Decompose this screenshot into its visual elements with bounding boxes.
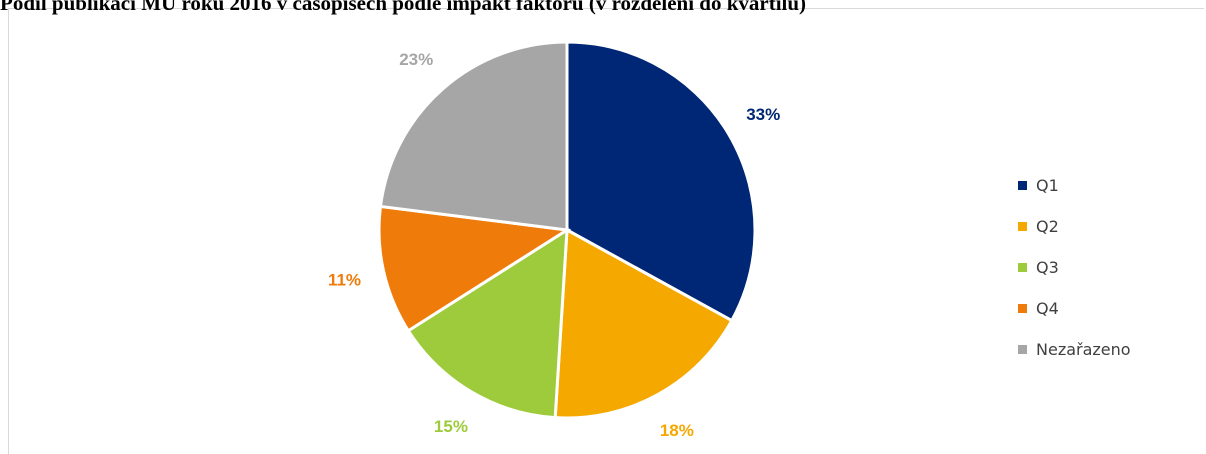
legend-swatch-q4 <box>1018 304 1027 313</box>
legend-label-q2: Q2 <box>1036 217 1059 236</box>
data-label-q1: 33% <box>746 105 780 124</box>
legend-swatch-q2 <box>1018 222 1027 231</box>
chart-title: Podíl publikací MU roku 2016 v časopisec… <box>0 0 807 15</box>
data-label-q4: 11% <box>328 271 361 290</box>
legend-label-q4: Q4 <box>1036 299 1059 318</box>
pie-slice-nezařazeno <box>378 40 569 232</box>
legend-label-q3: Q3 <box>1036 258 1059 277</box>
data-label-nezařazeno: 23% <box>399 50 433 69</box>
legend-swatch-q1 <box>1018 181 1027 190</box>
pie-slice-q3 <box>406 227 569 420</box>
legend-label-q1: Q1 <box>1036 176 1059 195</box>
chart-frame <box>8 8 1204 454</box>
pie-slice-q4 <box>377 204 572 333</box>
data-label-q3: 15% <box>434 417 468 436</box>
data-label-q2: 18% <box>660 421 694 440</box>
legend-swatch-nezařazeno <box>1018 345 1027 354</box>
legend-label-nezařazeno: Nezařazeno <box>1036 340 1131 359</box>
legend-swatch-q3 <box>1018 263 1027 272</box>
pie-slice-q2 <box>553 227 734 420</box>
pie-slice-q1 <box>565 40 757 323</box>
